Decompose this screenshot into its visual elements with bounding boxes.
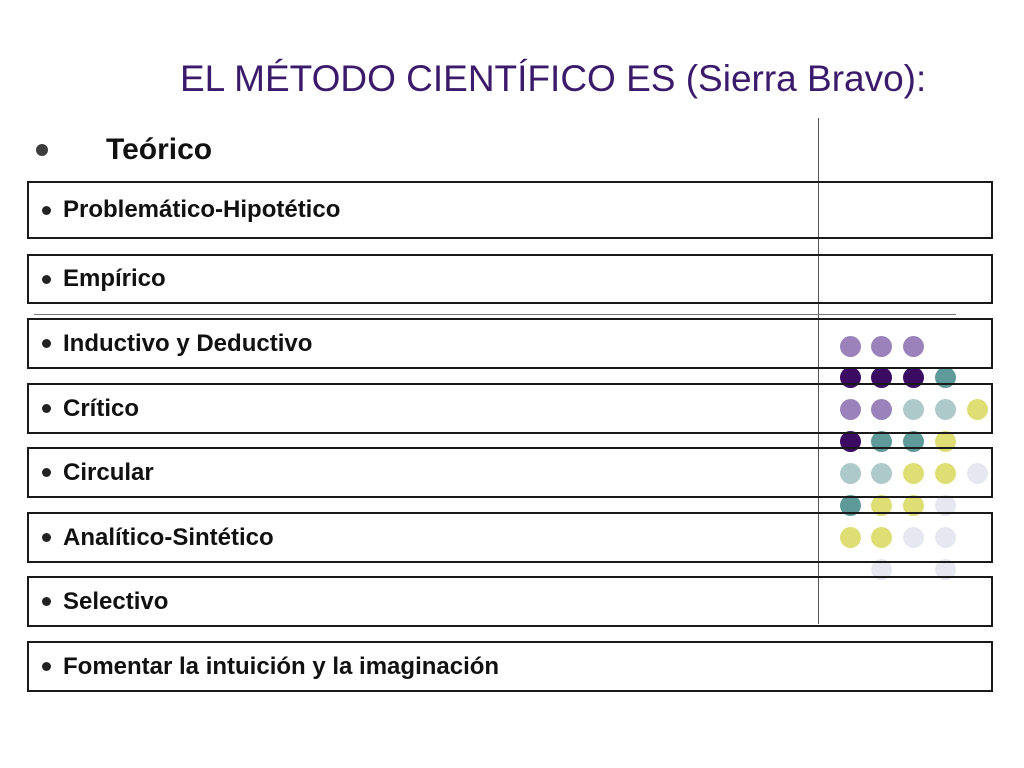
bullet-icon bbox=[36, 144, 48, 156]
decorative-dot bbox=[871, 367, 892, 388]
decorative-dot bbox=[935, 399, 956, 420]
bullet-icon bbox=[42, 205, 51, 215]
decorative-dot bbox=[871, 431, 892, 452]
decorative-dot bbox=[935, 431, 956, 452]
decorative-dot bbox=[871, 559, 892, 580]
decorative-dot bbox=[871, 463, 892, 484]
decorative-dot bbox=[871, 399, 892, 420]
vertical-divider bbox=[818, 118, 819, 624]
list-item-label: Selectivo bbox=[63, 587, 169, 615]
list-item-teorico: Teórico bbox=[36, 128, 212, 172]
list-item-box: Fomentar la intuición y la imaginación bbox=[27, 641, 993, 692]
slide-title: EL MÉTODO CIENTÍFICO ES (Sierra Bravo): bbox=[180, 58, 927, 99]
decorative-dot bbox=[871, 336, 892, 357]
decorative-dot bbox=[903, 399, 924, 420]
list-item-label: Problemático-Hipotético bbox=[63, 196, 341, 223]
decorative-dot bbox=[871, 527, 892, 548]
list-item-label: Teórico bbox=[106, 133, 213, 166]
decorative-dot bbox=[967, 463, 988, 484]
decorative-dot bbox=[935, 559, 956, 580]
list-item-box: Circular bbox=[27, 447, 993, 498]
list-item-label: Fomentar la intuición y la imaginación bbox=[63, 652, 500, 680]
decorative-dot bbox=[967, 399, 988, 420]
decorative-dot bbox=[903, 431, 924, 452]
bullet-icon bbox=[42, 468, 51, 477]
decorative-dot bbox=[935, 527, 956, 548]
decorative-dot bbox=[903, 495, 924, 516]
decorative-dot bbox=[840, 336, 861, 357]
decorative-dot bbox=[903, 336, 924, 357]
bullet-icon bbox=[42, 339, 51, 348]
list-item-label: Inductivo y Deductivo bbox=[63, 329, 313, 357]
decorative-dot bbox=[840, 367, 861, 388]
decorative-dot bbox=[903, 463, 924, 484]
decorative-dot bbox=[840, 527, 861, 548]
list-item-box: Empírico bbox=[27, 254, 993, 304]
decorative-dot bbox=[840, 431, 861, 452]
list-item-label: Empírico bbox=[63, 265, 166, 292]
bullet-icon bbox=[42, 404, 51, 413]
decorative-dot bbox=[935, 463, 956, 484]
bullet-icon bbox=[42, 274, 51, 284]
decorative-dot bbox=[903, 367, 924, 388]
list-item-box: Crítico bbox=[27, 383, 993, 434]
decorative-dot bbox=[840, 463, 861, 484]
list-item-label: Circular bbox=[63, 458, 154, 486]
horizontal-divider bbox=[34, 314, 956, 315]
list-item-label: Analítico-Sintético bbox=[63, 523, 274, 551]
decorative-dot bbox=[903, 527, 924, 548]
decorative-dot bbox=[871, 495, 892, 516]
list-item-box: Selectivo bbox=[27, 576, 993, 627]
decorative-dot bbox=[935, 495, 956, 516]
bullet-icon bbox=[42, 662, 51, 671]
bullet-icon bbox=[42, 533, 51, 542]
decorative-dot bbox=[840, 399, 861, 420]
decorative-dot bbox=[840, 495, 861, 516]
bullet-icon bbox=[42, 597, 51, 606]
list-item-box: Analítico-Sintético bbox=[27, 512, 993, 563]
list-item-label: Crítico bbox=[63, 394, 140, 422]
list-item-box: Problemático-Hipotético bbox=[27, 181, 993, 239]
list-item-box: Inductivo y Deductivo bbox=[27, 318, 993, 369]
decorative-dot bbox=[935, 367, 956, 388]
